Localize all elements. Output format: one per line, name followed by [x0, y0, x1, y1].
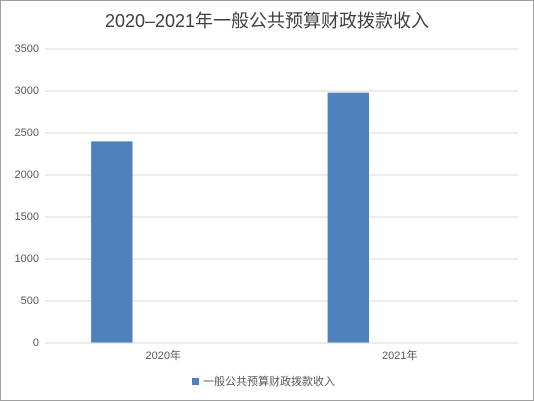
legend-swatch: [192, 378, 199, 385]
y-tick-label: 1000: [15, 253, 39, 265]
y-tick-label: 500: [21, 295, 39, 307]
bar: [327, 92, 370, 344]
x-tick-label: 2021年: [382, 348, 417, 362]
chart-title: 2020–2021年一般公共预算财政拨款收入: [105, 11, 429, 31]
y-tick-label: 2500: [15, 127, 39, 139]
y-tick-label: 1500: [15, 211, 39, 223]
y-tick-label: 2000: [15, 169, 39, 181]
y-tick-label: 3000: [15, 85, 39, 97]
legend-label: 一般公共预算财政拨款收入: [203, 374, 335, 388]
x-tick-label: 2020年: [146, 348, 181, 362]
bar: [91, 141, 133, 343]
y-tick-label: 0: [33, 337, 39, 349]
y-tick-label: 3500: [15, 43, 39, 55]
